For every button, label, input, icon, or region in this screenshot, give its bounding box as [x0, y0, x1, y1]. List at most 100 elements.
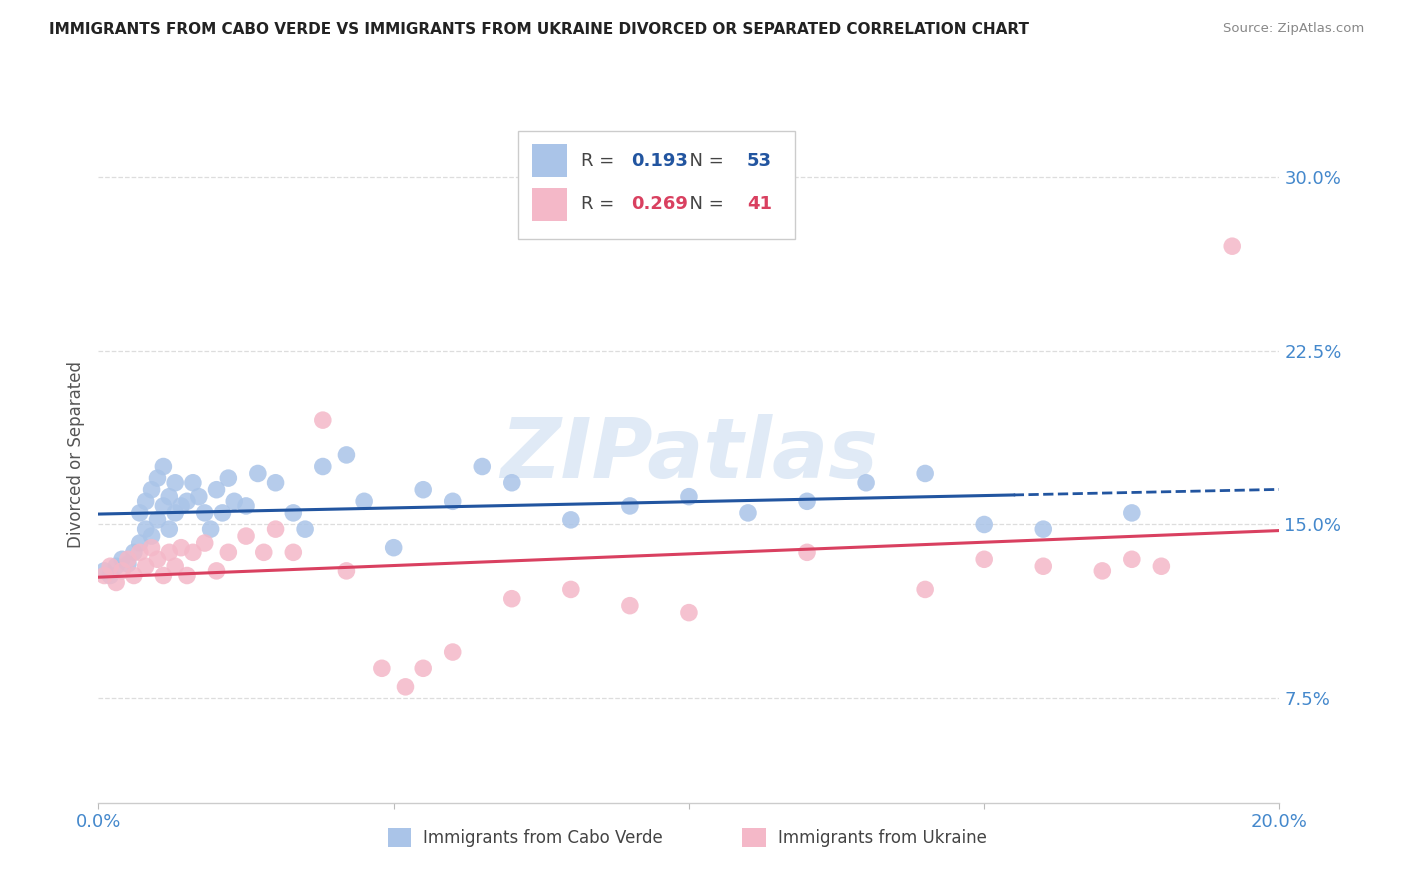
Point: [146, 552, 169, 566]
Point: [1121, 506, 1143, 520]
Point: [1032, 559, 1054, 574]
Point: [1091, 564, 1114, 578]
Point: [973, 552, 995, 566]
Point: [128, 536, 150, 550]
Text: Immigrants from Cabo Verde: Immigrants from Cabo Verde: [423, 829, 664, 847]
Text: 0.193: 0.193: [631, 152, 688, 169]
Point: [181, 475, 204, 490]
Point: [217, 471, 239, 485]
Point: [335, 564, 357, 578]
Point: [246, 467, 269, 481]
Point: [1032, 522, 1054, 536]
Point: [471, 459, 494, 474]
Point: [98, 559, 121, 574]
Point: [194, 536, 217, 550]
Point: [141, 483, 163, 497]
Bar: [531, 144, 567, 178]
Point: [855, 475, 877, 490]
Point: [394, 680, 416, 694]
Point: [678, 606, 700, 620]
Point: [165, 559, 187, 574]
Point: [157, 490, 180, 504]
Point: [105, 559, 128, 574]
Point: [93, 568, 115, 582]
Bar: [742, 828, 766, 847]
Point: [122, 568, 145, 582]
Point: [141, 529, 163, 543]
Point: [135, 494, 157, 508]
Point: [152, 568, 174, 582]
Point: [152, 499, 174, 513]
Point: [111, 564, 134, 578]
Point: [560, 513, 582, 527]
Point: [98, 568, 121, 582]
Point: [170, 541, 193, 555]
Text: 41: 41: [747, 195, 772, 213]
Text: 0.269: 0.269: [631, 195, 688, 213]
Point: [135, 559, 157, 574]
Point: [165, 506, 187, 520]
Point: [1121, 552, 1143, 566]
Point: [105, 575, 128, 590]
FancyBboxPatch shape: [517, 131, 796, 239]
Text: 53: 53: [747, 152, 772, 169]
Point: [253, 545, 276, 559]
Point: [157, 545, 180, 559]
Point: [796, 494, 818, 508]
Point: [93, 564, 115, 578]
Bar: [388, 828, 412, 847]
Point: [170, 499, 193, 513]
Text: R =: R =: [582, 195, 620, 213]
Text: Source: ZipAtlas.com: Source: ZipAtlas.com: [1223, 22, 1364, 36]
Point: [353, 494, 375, 508]
Point: [1150, 559, 1173, 574]
Point: [264, 522, 287, 536]
Point: [312, 459, 335, 474]
Point: [176, 494, 198, 508]
Point: [194, 506, 217, 520]
Point: [187, 490, 209, 504]
Text: N =: N =: [678, 152, 730, 169]
Point: [973, 517, 995, 532]
Point: [235, 499, 257, 513]
Point: [1220, 239, 1243, 253]
Text: R =: R =: [582, 152, 620, 169]
Point: [217, 545, 239, 559]
Bar: [531, 187, 567, 221]
Point: [122, 545, 145, 559]
Point: [146, 471, 169, 485]
Point: [441, 494, 464, 508]
Point: [200, 522, 222, 536]
Y-axis label: Divorced or Separated: Divorced or Separated: [66, 361, 84, 549]
Point: [312, 413, 335, 427]
Point: [224, 494, 246, 508]
Point: [264, 475, 287, 490]
Point: [128, 545, 150, 559]
Point: [135, 522, 157, 536]
Point: [294, 522, 316, 536]
Point: [117, 557, 139, 571]
Point: [382, 541, 405, 555]
Point: [176, 568, 198, 582]
Point: [165, 475, 187, 490]
Point: [501, 591, 523, 606]
Point: [205, 483, 228, 497]
Point: [128, 506, 150, 520]
Text: ZIPatlas: ZIPatlas: [501, 415, 877, 495]
Point: [619, 499, 641, 513]
Point: [283, 545, 305, 559]
Point: [146, 513, 169, 527]
Text: N =: N =: [678, 195, 730, 213]
Point: [441, 645, 464, 659]
Point: [560, 582, 582, 597]
Point: [678, 490, 700, 504]
Point: [283, 506, 305, 520]
Point: [796, 545, 818, 559]
Point: [117, 552, 139, 566]
Point: [235, 529, 257, 543]
Point: [412, 483, 434, 497]
Point: [412, 661, 434, 675]
Point: [111, 552, 134, 566]
Point: [181, 545, 204, 559]
Text: IMMIGRANTS FROM CABO VERDE VS IMMIGRANTS FROM UKRAINE DIVORCED OR SEPARATED CORR: IMMIGRANTS FROM CABO VERDE VS IMMIGRANTS…: [49, 22, 1029, 37]
